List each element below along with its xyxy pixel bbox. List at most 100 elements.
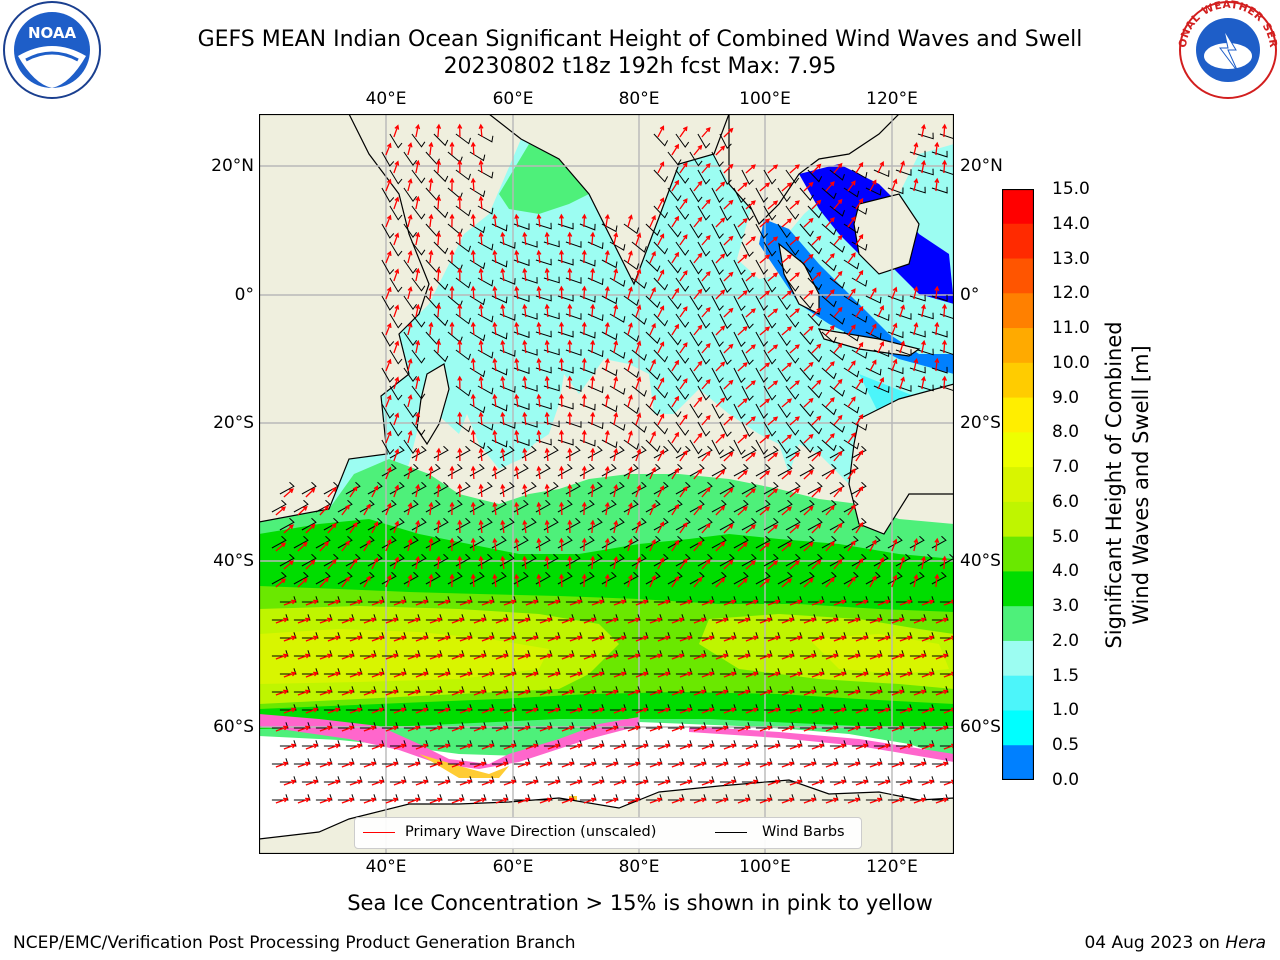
wave-direction-arrow — [451, 689, 465, 696]
wave-direction-arrow — [457, 519, 463, 534]
wave-direction-arrow — [693, 797, 707, 804]
wind-barb — [763, 481, 779, 495]
wave-direction-arrow — [567, 339, 573, 354]
wave-direction-arrow — [436, 159, 442, 174]
wind-barb — [689, 331, 703, 347]
wind-barb — [403, 535, 419, 549]
wind-barb — [499, 241, 516, 249]
wind-barb — [777, 223, 791, 239]
primary-wave-legend-swatch — [363, 832, 395, 833]
wave-direction-arrow — [567, 447, 573, 462]
wind-barb — [543, 276, 560, 284]
wave-direction-arrow — [305, 559, 316, 570]
wave-direction-arrow — [767, 524, 779, 534]
wave-direction-arrow — [604, 465, 610, 480]
wind-barb — [411, 349, 426, 364]
wave-direction-arrow — [385, 394, 392, 408]
primary-wave-legend-label: Primary Wave Direction (unscaled) — [405, 824, 657, 840]
wind-barb — [411, 704, 429, 711]
wind-barb — [689, 571, 705, 585]
wave-direction-arrow — [613, 635, 627, 642]
wind-barb — [455, 205, 471, 217]
wind-barb — [741, 517, 757, 531]
wave-direction-arrow — [803, 253, 814, 264]
wind-barb — [763, 205, 777, 221]
wind-barb — [755, 614, 773, 621]
wind-barb — [381, 259, 395, 275]
wave-direction-arrow — [934, 285, 940, 300]
wind-barb — [653, 704, 671, 711]
wave-direction-arrow — [481, 707, 495, 714]
wind-barb — [895, 632, 913, 639]
wind-barb — [499, 668, 517, 675]
wind-barb — [917, 132, 934, 140]
wind-barb — [345, 740, 363, 747]
wind-barb — [785, 313, 800, 328]
wave-direction-arrow — [825, 361, 835, 372]
wind-barb — [785, 169, 800, 184]
wave-direction-arrow — [297, 689, 311, 696]
wave-direction-arrow — [319, 577, 330, 588]
wave-direction-arrow — [825, 289, 835, 300]
wave-direction-arrow — [869, 287, 877, 300]
wave-direction-arrow — [544, 447, 550, 462]
wind-barb — [909, 722, 927, 729]
wind-barb — [697, 740, 715, 747]
wave-direction-arrow — [767, 560, 779, 570]
wind-barb — [807, 385, 823, 399]
wind-barb — [843, 614, 861, 621]
wave-direction-arrow — [393, 412, 400, 426]
wind-barb — [763, 704, 781, 711]
wave-direction-arrow — [781, 506, 793, 516]
wind-barb — [829, 349, 845, 361]
wave-direction-arrow — [789, 560, 800, 570]
wave-direction-arrow — [522, 303, 528, 318]
wave-direction-arrow — [627, 286, 633, 300]
wind-barb — [733, 499, 749, 513]
wind-barb — [499, 313, 516, 321]
wave-direction-arrow — [470, 573, 476, 588]
wind-barb — [631, 632, 649, 639]
wave-direction-arrow — [891, 653, 905, 660]
wave-direction-arrow — [649, 761, 663, 768]
wind-barb — [755, 571, 771, 585]
wind-barb — [543, 668, 561, 675]
wind-barb — [851, 445, 867, 459]
wind-barb — [623, 614, 641, 621]
wind-barb — [411, 632, 429, 639]
wind-barb — [645, 367, 661, 380]
wind-barb — [381, 758, 399, 765]
wave-direction-arrow — [941, 123, 947, 138]
wave-direction-arrow — [385, 761, 399, 768]
wave-direction-arrow — [789, 635, 803, 642]
wave-direction-arrow — [847, 576, 856, 588]
wave-direction-arrow — [635, 556, 642, 570]
wave-direction-arrow — [781, 326, 793, 336]
wave-direction-arrow — [605, 617, 619, 624]
wind-barb — [359, 758, 377, 765]
colorbar-bin — [1002, 362, 1034, 399]
wind-barbs-legend-label: Wind Barbs — [762, 824, 845, 840]
wind-barb — [381, 463, 397, 477]
wind-barb — [411, 385, 426, 400]
wave-direction-arrow — [385, 574, 392, 588]
wave-direction-arrow — [473, 761, 487, 768]
wave-direction-arrow — [470, 429, 476, 444]
wave-direction-arrow — [591, 671, 605, 678]
wave-direction-arrow — [737, 470, 748, 480]
colorbar-label: 15.0 — [1052, 179, 1090, 199]
wave-direction-arrow — [701, 198, 711, 210]
wind-barb — [499, 349, 516, 357]
wave-direction-arrow — [679, 486, 688, 498]
wave-direction-arrow — [547, 779, 561, 786]
wind-barb — [623, 499, 639, 513]
wind-barb — [667, 535, 683, 549]
wave-direction-arrow — [536, 501, 542, 516]
wind-barb — [535, 686, 553, 693]
wave-direction-arrow — [385, 725, 399, 732]
wind-barb — [645, 535, 661, 549]
wind-barb — [433, 776, 451, 783]
wave-direction-arrow — [492, 213, 498, 228]
wave-direction-arrow — [449, 177, 455, 192]
wind-barb — [719, 169, 732, 186]
